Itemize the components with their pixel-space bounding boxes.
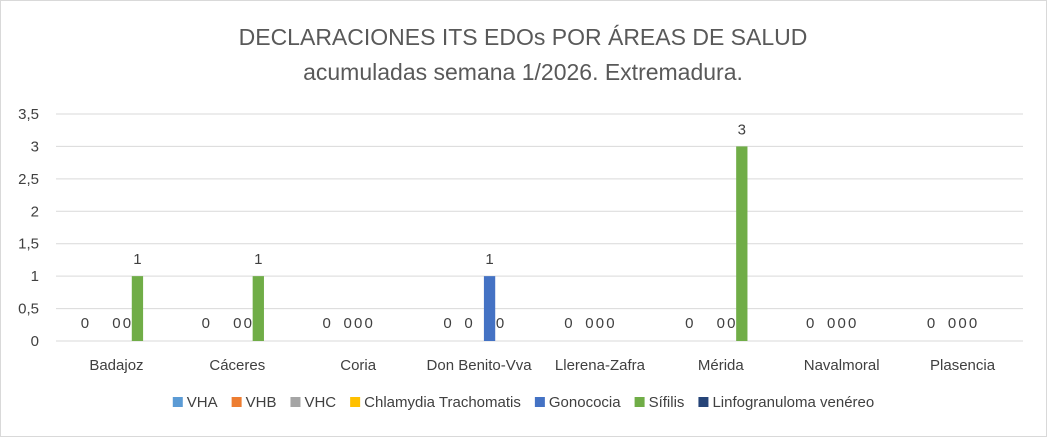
category-label: Navalmoral [804, 357, 880, 374]
data-label: 0 [81, 315, 89, 332]
legend-swatch [698, 397, 709, 407]
category-label: Cáceres [209, 357, 265, 374]
data-label: 0 [948, 315, 956, 332]
category-labels-group: Badajoz Cáceres Coria Don Benito-Vva Llerena… [89, 357, 995, 374]
data-labels-group: 0 0 010 0 010 0 0 0 0 010 0 0 0 0 0 0 030 0 0 0 0 0 0 0 [81, 121, 977, 332]
legend-swatch [634, 397, 645, 407]
data-label: 0 [443, 315, 451, 332]
data-label: 0 [344, 315, 352, 332]
category-label: Coria [340, 357, 377, 374]
data-label: 0 [323, 315, 331, 332]
data-label: 1 [133, 251, 141, 268]
bars-group [131, 146, 748, 341]
data-label: 0 [838, 315, 846, 332]
legend-swatch [172, 397, 183, 407]
y-tick-label: 3,5 [18, 106, 39, 123]
data-label: 0 [606, 315, 614, 332]
data-label: 0 [202, 315, 210, 332]
y-tick-label: 1,5 [18, 236, 39, 253]
legend-swatch [290, 397, 301, 407]
legend-entry: VHC [304, 394, 336, 411]
chart-title: DECLARACIONES ITS EDOs POR ÁREAS DE SALU… [239, 24, 808, 50]
gridlines [56, 113, 1023, 342]
legend-entry: Gonococia [549, 394, 621, 411]
data-label: 1 [485, 251, 493, 268]
bar [483, 276, 496, 341]
y-tick-label: 2 [31, 203, 39, 220]
bar [736, 146, 748, 341]
data-label: 0 [806, 315, 814, 332]
data-label: 0 [112, 315, 120, 332]
legend-entry: Chlamydia Trachomatis [364, 394, 521, 411]
legend-swatch [350, 397, 361, 407]
y-tick-label: 2,5 [18, 171, 39, 188]
data-label: 0 [354, 315, 362, 332]
category-label: Badajoz [89, 357, 143, 374]
legend-swatch [534, 397, 545, 407]
category-label: Plasencia [930, 357, 996, 374]
data-label: 1 [254, 251, 262, 268]
y-tick-label: 3 [31, 138, 39, 155]
y-tick-label: 1 [31, 268, 39, 285]
category-label: Llerena-Zafra [555, 357, 646, 374]
y-tick-label: 0,5 [18, 301, 39, 318]
legend-entry: VHB [246, 394, 277, 411]
legend-entry: Sífilis [649, 394, 685, 411]
data-label: 0 [685, 315, 693, 332]
data-label: 0 [596, 315, 604, 332]
bar [252, 276, 264, 341]
y-tick-label: 0 [31, 333, 39, 350]
category-label: Mérida [698, 357, 745, 374]
data-label: 0 [848, 315, 856, 332]
data-label: 0 [585, 315, 593, 332]
data-label: 0 [827, 315, 835, 332]
category-label: Don Benito-Vva [427, 357, 533, 374]
data-label: 0 [244, 315, 252, 332]
chart-subtitle: acumuladas semana 1/2026. Extremadura. [303, 59, 743, 85]
data-label: 0 [717, 315, 725, 332]
legend: VHA VHB VHC Chlamydia Trachomatis Gonococia S… [172, 394, 874, 411]
data-label: 0 [464, 315, 472, 332]
y-axis-ticks: 0 0,5 1 1,5 2 2,5 3 3,5 [18, 106, 39, 350]
data-label: 3 [738, 121, 746, 138]
data-label: 0 [927, 315, 935, 332]
data-label: 0 [958, 315, 966, 332]
data-label: 0 [496, 315, 504, 332]
data-label: 0 [564, 315, 572, 332]
data-label: 0 [123, 315, 131, 332]
legend-entry: VHA [187, 394, 218, 411]
data-label: 0 [727, 315, 735, 332]
data-label: 0 [969, 315, 977, 332]
legend-entry: Linfogranuloma venéreo [712, 394, 874, 411]
data-label: 0 [233, 315, 241, 332]
legend-swatch [231, 397, 242, 407]
data-label: 0 [365, 315, 373, 332]
bar [131, 276, 144, 341]
